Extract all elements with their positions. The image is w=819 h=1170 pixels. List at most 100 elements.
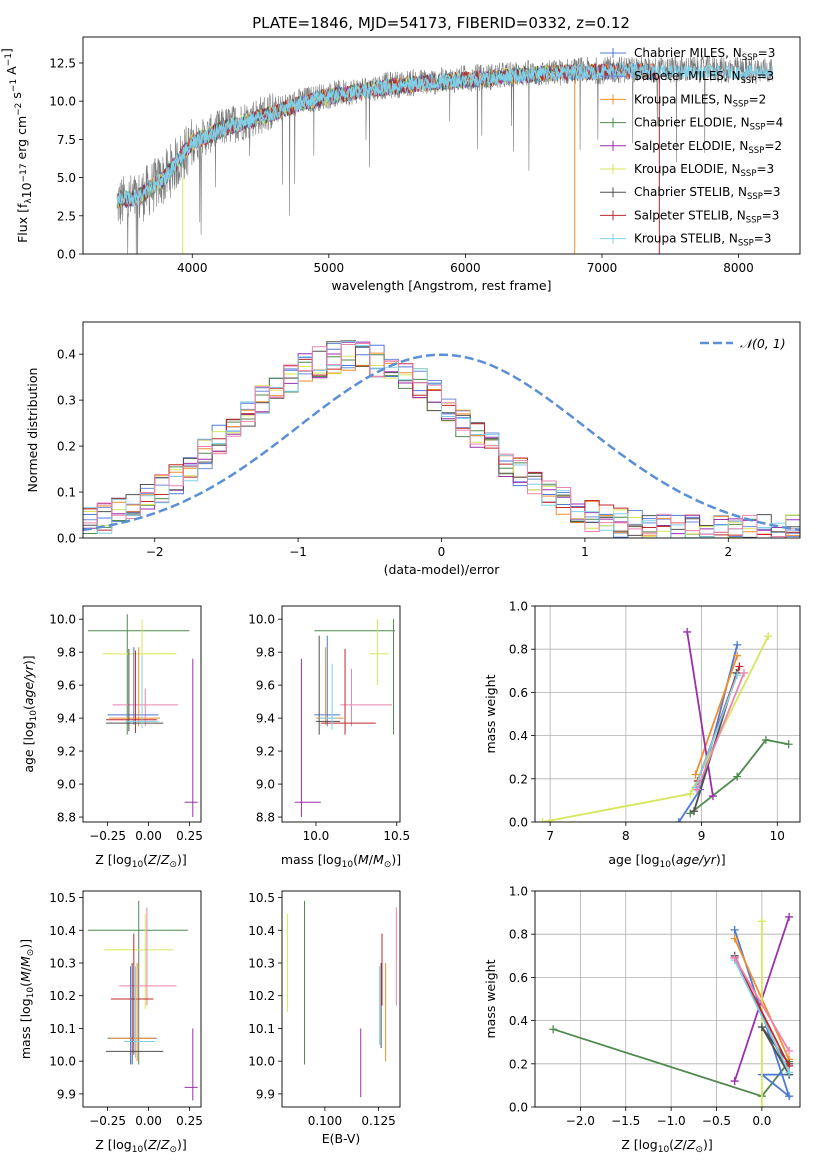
weight-marker xyxy=(757,1023,766,1032)
y-tick-label: 10.5 xyxy=(49,891,76,905)
y-tick-label: 8.8 xyxy=(256,811,275,825)
axes-frame xyxy=(534,890,801,1108)
weight-marker xyxy=(733,772,742,781)
weight-marker xyxy=(686,789,695,798)
weight-marker xyxy=(735,662,744,671)
weight-marker xyxy=(757,917,766,926)
weight-marker xyxy=(785,1068,794,1077)
y-tick-label: 0.0 xyxy=(57,248,76,262)
histogram-chabrier_stelib xyxy=(83,340,800,538)
weight-marker xyxy=(691,770,700,779)
y-tick-label: 9.8 xyxy=(57,646,76,660)
legend-text: Salpeter ELODIE, N xyxy=(634,139,748,153)
y-tick-label: 9.9 xyxy=(256,1087,275,1101)
legend-value: =3 xyxy=(756,162,774,176)
axes-residual-hist: −2 −1 0 1 2 0.0 0.1 0.2 0.3 0.4 (data-model)/error… xyxy=(25,321,801,577)
weight-marker xyxy=(733,640,742,649)
legend-value: =3 xyxy=(762,208,780,222)
y-tick-label: 10.5 xyxy=(248,891,275,905)
histogram-chabrier_miles xyxy=(83,344,800,538)
x-tick-label: −1.5 xyxy=(611,1114,640,1128)
x-tick-label: 1 xyxy=(581,545,589,559)
x-tick-label: 8000 xyxy=(723,261,754,275)
axes-frame xyxy=(281,605,401,823)
x-tick-label: 6000 xyxy=(450,261,481,275)
axes-frame xyxy=(82,890,202,1108)
y-tick-label: 10.2 xyxy=(248,989,275,1003)
y-tick-label: 9.4 xyxy=(256,712,275,726)
y-tick-label: 10.0 xyxy=(248,613,275,627)
x-tick-label: 0.100 xyxy=(308,1114,342,1128)
x-tick-label: 0.25 xyxy=(176,829,203,843)
weight-marker xyxy=(730,925,739,934)
weight-marker xyxy=(764,632,773,641)
legend-sub: SSP xyxy=(746,215,762,225)
data-spectrum xyxy=(116,54,773,254)
plot-area xyxy=(83,340,800,538)
x-axis-label: mass [log10(M/M⊙)] xyxy=(281,852,401,870)
y-axis-label: mass [log10(M/M⊙)] xyxy=(18,939,36,1059)
legend-entry: Salpeter MILES, NSSP=3 xyxy=(634,69,774,86)
weight-line-chabrier_miles xyxy=(678,644,739,822)
x-tick-label: −2 xyxy=(146,545,164,559)
y-tick-label: 10.0 xyxy=(49,613,76,627)
x-tick-label: 5000 xyxy=(314,261,345,275)
legend-sub: SSP xyxy=(741,169,757,179)
y-label-part: ] xyxy=(0,48,14,53)
legend-value: =3 xyxy=(763,185,781,199)
y-axis-label: mass weight xyxy=(483,959,498,1038)
x-tick-label: 0.125 xyxy=(361,1114,395,1128)
weight-marker xyxy=(733,651,742,660)
y-tick-label: 8.8 xyxy=(57,811,76,825)
y-tick-label: 0.8 xyxy=(509,643,528,657)
y-tick-label: 2.5 xyxy=(57,209,76,223)
y-axis-label: age [log10(age/yr)] xyxy=(21,655,39,772)
weight-marker xyxy=(733,671,742,680)
x-tick-label: −0.25 xyxy=(89,1114,126,1128)
y-label-part: −1 xyxy=(4,53,14,66)
y-tick-label: 1.0 xyxy=(509,885,528,899)
weight-line-chabrier_elodie xyxy=(689,738,789,815)
y-label-part: 10 xyxy=(19,182,34,198)
figure-title: PLATE=1846, MJD=54173, FIBERID=0332, z=0… xyxy=(252,14,630,32)
y-label-part: erg cm xyxy=(14,116,29,164)
weight-marker xyxy=(785,912,794,921)
legend-entry: Kroupa MILES, NSSP=2 xyxy=(634,92,766,109)
y-tick-label: 0.2 xyxy=(509,772,528,786)
axes-frame xyxy=(534,605,801,823)
weight-marker xyxy=(690,807,698,816)
axes-age-vs-mass: 10.0 10.5 8.8 9.0 9.2 9.4 9.6 9.8 10.0 mass [log1… xyxy=(248,605,410,870)
legend-text: Chabrier STELIB, N xyxy=(634,185,747,199)
y-tick-label: 0.2 xyxy=(57,440,76,454)
legend-entry: Chabrier STELIB, NSSP=3 xyxy=(634,185,781,202)
legend-text: Salpeter STELIB, N xyxy=(634,208,746,222)
weight-marker xyxy=(739,668,748,677)
y-tick-label: 9.0 xyxy=(256,778,275,792)
y-tick-label: 9.2 xyxy=(57,745,76,759)
legend-entry: Kroupa STELIB, NSSP=3 xyxy=(634,232,772,249)
legend-sub: SSP xyxy=(750,123,766,133)
y-label-part: s xyxy=(9,92,24,103)
legend-entry: Chabrier MILES, NSSP=3 xyxy=(634,46,775,63)
weight-marker xyxy=(730,953,739,962)
legend-value: =2 xyxy=(764,139,782,153)
legend-entry: Chabrier ELODIE, NSSP=4 xyxy=(634,116,783,133)
legend-text: Chabrier ELODIE, N xyxy=(634,116,750,130)
axes-frame xyxy=(281,890,401,1108)
x-tick-label: −1 xyxy=(289,545,307,559)
x-tick-label: 8 xyxy=(622,829,630,843)
plot-area xyxy=(549,912,794,1107)
x-tick-label: 0.00 xyxy=(135,1114,162,1128)
y-tick-label: 0.0 xyxy=(509,1101,528,1115)
legend-sub: SSP xyxy=(741,76,757,86)
axes-spectrum: 4000 5000 6000 7000 8000 0.0 2.5 5.0 7.5 10.0 12.5… xyxy=(0,36,801,293)
y-tick-label: 10.3 xyxy=(49,957,76,971)
legend-value: =3 xyxy=(754,232,772,246)
y-tick-label: 9.0 xyxy=(57,778,76,792)
histogram-salpeter_stelib xyxy=(83,340,800,538)
histogram-pink xyxy=(83,343,800,538)
histogram-salpeter_elodie xyxy=(83,341,800,538)
legend-entry: Salpeter STELIB, NSSP=3 xyxy=(634,208,779,225)
weight-line-salpeter_stelib xyxy=(733,957,790,1067)
x-axis-label: (data-model)/error xyxy=(384,562,501,577)
